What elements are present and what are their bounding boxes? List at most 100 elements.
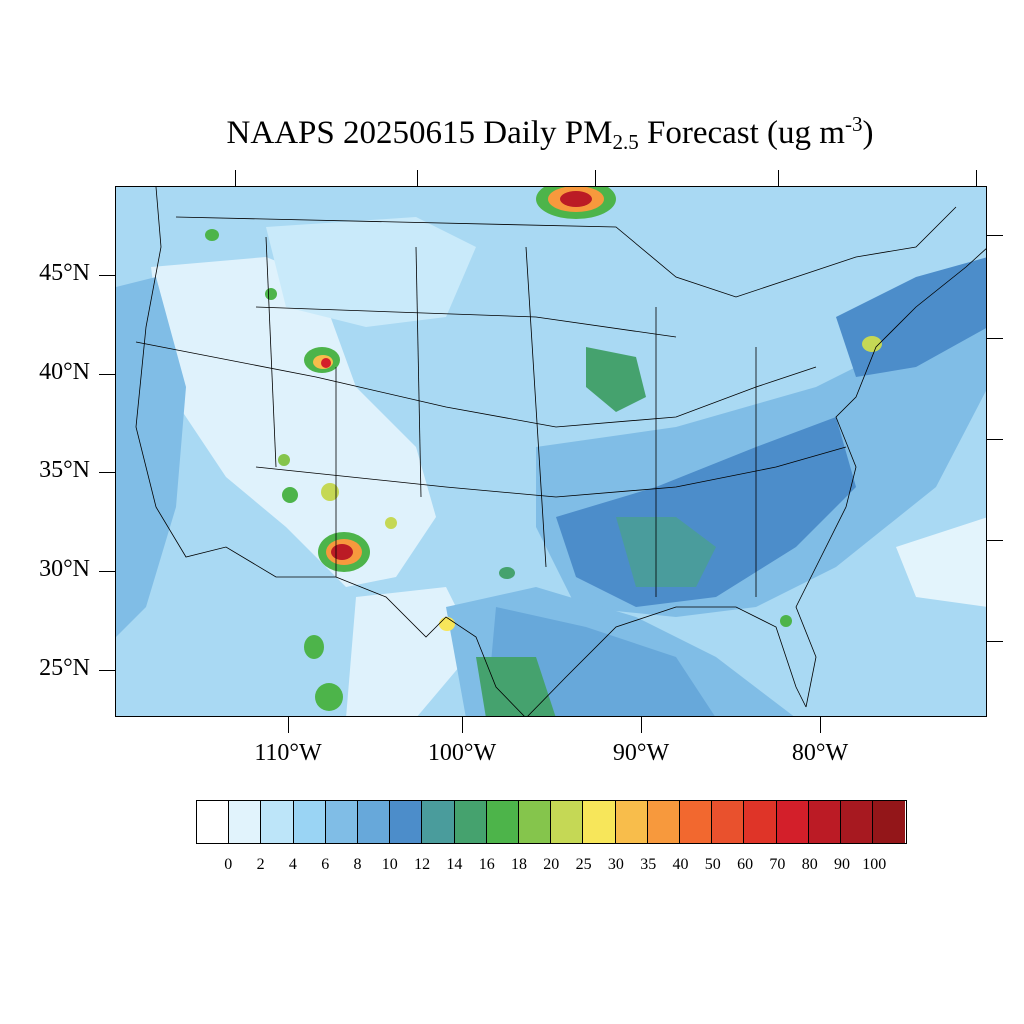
- left-tick: [99, 670, 115, 671]
- hotspot-texas-central: [499, 567, 515, 579]
- green-concentration-south-texas: [476, 657, 556, 716]
- legend-swatch: [841, 801, 874, 843]
- legend-label: 4: [288, 856, 297, 873]
- legend-label: 70: [769, 856, 786, 873]
- legend-label: 60: [737, 856, 754, 873]
- legend-label: 40: [672, 856, 689, 873]
- legend-label: 25: [575, 856, 592, 873]
- legend-label: 100: [862, 856, 887, 873]
- legend-swatch: [776, 801, 809, 843]
- legend-swatch: [647, 801, 681, 843]
- bottom-tick: [641, 717, 642, 733]
- legend-swatch: [325, 801, 359, 843]
- legend-label: 18: [511, 856, 527, 873]
- hotspot-arizona-west: [282, 487, 298, 503]
- green-concentration-midwest: [586, 347, 646, 412]
- state-line-5: [415, 246, 422, 498]
- lon-label-100w: 100°W: [427, 740, 497, 766]
- legend-label: 2: [256, 856, 265, 873]
- hotspot-washington: [205, 229, 219, 241]
- hotspot-florida: [780, 615, 792, 627]
- hotspot-mexico-south: [315, 683, 343, 711]
- state-line-3: [255, 446, 847, 498]
- lat-label-35: 35°N: [39, 457, 90, 483]
- hotspot-west-texas: [385, 517, 397, 529]
- pm25-concentration-map: [116, 187, 986, 716]
- legend-swatch: [422, 801, 455, 843]
- lat-label-30: 30°N: [39, 556, 90, 582]
- lat-label-25: 25°N: [39, 655, 90, 681]
- top-tick: [235, 170, 236, 186]
- legend-label: 50: [704, 856, 721, 873]
- legend-label: 90: [834, 856, 850, 873]
- low-concentration-region-atlantic: [896, 517, 986, 607]
- legend-swatch: [229, 801, 262, 843]
- legend-swatch: [808, 801, 842, 843]
- legend-swatch: [744, 801, 777, 843]
- legend-swatch: [293, 801, 326, 843]
- hotspot-new-mexico-core: [331, 544, 353, 560]
- bottom-tick: [462, 717, 463, 733]
- legend-label: 80: [801, 856, 818, 873]
- atlantic-coast-line: [795, 248, 986, 708]
- legend-label: 30: [607, 856, 624, 873]
- hotspot-idaho: [265, 288, 277, 300]
- hotspot-mexico-north: [304, 635, 324, 659]
- map-title: NAAPS 20250615 Daily PM2.5 Forecast (ug …: [226, 112, 874, 154]
- left-tick: [99, 374, 115, 375]
- bottom-tick: [820, 717, 821, 733]
- lat-label-40: 40°N: [39, 359, 90, 385]
- legend-label: 12: [414, 856, 431, 873]
- teal-concentration-deep-south: [616, 517, 716, 587]
- moderate-concentration-pacific-coast: [116, 277, 186, 637]
- hotspot-utah: [278, 454, 290, 466]
- legend-label: 10: [381, 856, 398, 873]
- legend-label: 14: [446, 856, 463, 873]
- legend-label: 20: [543, 856, 560, 873]
- legend-swatch: [615, 801, 648, 843]
- lon-label-90w: 90°W: [612, 740, 670, 766]
- legend-label: 35: [640, 856, 657, 873]
- right-tick: [987, 338, 1003, 339]
- state-line-6: [525, 246, 547, 568]
- top-tick: [976, 170, 977, 186]
- legend-swatch: [873, 801, 906, 843]
- bottom-tick: [288, 717, 289, 733]
- hotspot-canada-core: [560, 191, 592, 207]
- west-and-south-border-line: [135, 187, 525, 716]
- lat-label-45: 45°N: [39, 260, 90, 286]
- lon-label-80w: 80°W: [791, 740, 849, 766]
- map-panel: [115, 186, 987, 717]
- right-tick: [987, 235, 1003, 236]
- low-concentration-region-north: [266, 217, 476, 327]
- legend-label: 16: [478, 856, 495, 873]
- legend-swatch: [519, 801, 552, 843]
- legend-swatch: [197, 801, 230, 843]
- legend-swatch: [551, 801, 584, 843]
- hotspot-new-york: [862, 336, 882, 352]
- hotspot-wyoming-core: [321, 358, 331, 368]
- color-legend-bar: [196, 800, 907, 844]
- hotspot-texas-border: [439, 617, 455, 631]
- left-tick: [99, 571, 115, 572]
- low-concentration-region-west: [151, 257, 436, 587]
- legend-swatch: [583, 801, 616, 843]
- northern-border-line: [175, 206, 957, 298]
- right-tick: [987, 641, 1003, 642]
- legend-label: 8: [353, 856, 362, 873]
- legend-swatch: [390, 801, 423, 843]
- legend-swatch: [261, 801, 294, 843]
- top-tick: [595, 170, 596, 186]
- legend-label: 0: [224, 856, 233, 873]
- legend-swatch: [712, 801, 745, 843]
- left-tick: [99, 275, 115, 276]
- hotspot-arizona: [321, 483, 339, 501]
- legend-label: 6: [321, 856, 330, 873]
- state-line-4: [265, 236, 277, 468]
- legend-swatch: [486, 801, 520, 843]
- state-line-1: [255, 306, 677, 338]
- boundary-lines: [135, 187, 986, 716]
- legend-swatch: [454, 801, 487, 843]
- right-tick: [987, 540, 1003, 541]
- lon-label-110w: 110°W: [254, 740, 322, 766]
